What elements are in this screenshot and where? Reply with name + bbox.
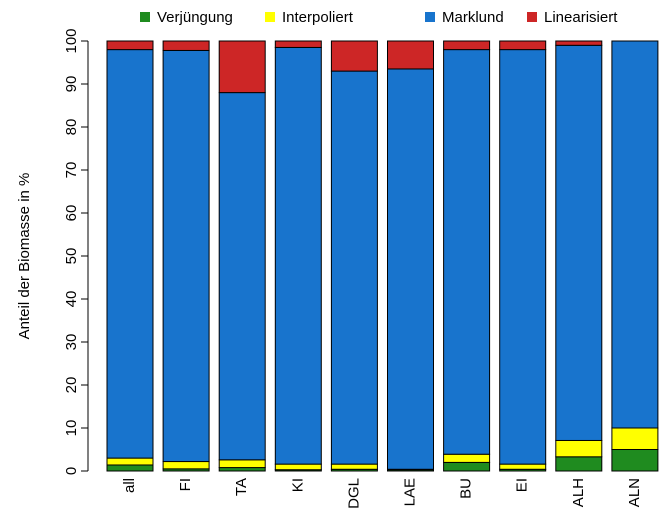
- x-tick-label: LAE: [401, 478, 418, 506]
- bar-segment: [330, 463, 378, 470]
- bar-segment: [555, 44, 603, 441]
- legend-swatch: [527, 12, 537, 22]
- legend-swatch: [140, 12, 150, 22]
- bar-segment: [611, 427, 659, 450]
- bar-segment: [443, 453, 491, 463]
- y-tick-label: 100: [63, 28, 80, 53]
- x-tick-label: DGL: [345, 478, 362, 509]
- y-tick-label: 80: [63, 119, 80, 136]
- bar-segment: [555, 439, 603, 458]
- bar-segment: [499, 49, 547, 465]
- bar-segment: [387, 68, 434, 470]
- bar-segment: [274, 40, 322, 48]
- y-tick-label: 60: [63, 205, 80, 222]
- bar-segment: [106, 457, 154, 466]
- bar-segment: [162, 40, 210, 51]
- x-tick-label: FI: [177, 478, 194, 491]
- y-tick-label: 10: [63, 420, 80, 437]
- bar-segment: [274, 46, 322, 465]
- x-tick-label: TA: [233, 478, 250, 496]
- y-axis-label: Anteil der Biomasse in %: [16, 173, 33, 340]
- bar-segment: [499, 463, 547, 470]
- x-tick-label: KI: [289, 478, 306, 492]
- bar-segment: [555, 456, 603, 472]
- legend-label: Linearisiert: [544, 9, 618, 26]
- bar-segment: [274, 463, 322, 471]
- y-tick-label: 50: [63, 248, 80, 265]
- bar-segment: [443, 40, 491, 51]
- y-tick-label: 30: [63, 334, 80, 351]
- bar-segment: [555, 40, 603, 46]
- y-tick-label: 90: [63, 76, 80, 93]
- bar-segment: [330, 40, 378, 72]
- x-tick-label: EI: [514, 478, 531, 492]
- legend-swatch: [425, 12, 435, 22]
- bar-segment: [162, 461, 210, 470]
- bar-segment: [106, 464, 154, 472]
- y-tick-label: 40: [63, 291, 80, 308]
- bar-segment: [443, 49, 491, 455]
- bar-segment: [218, 459, 266, 469]
- bar-segment: [106, 49, 154, 459]
- x-tick-label: BU: [458, 478, 475, 499]
- bar-segment: [443, 461, 491, 472]
- bar-segment: [162, 49, 210, 463]
- bar-segment: [387, 40, 434, 70]
- y-tick-label: 0: [63, 467, 80, 475]
- bar-segment: [218, 92, 266, 461]
- y-tick-label: 70: [63, 162, 80, 179]
- bar-segment: [611, 40, 659, 429]
- y-tick-label: 20: [63, 377, 80, 394]
- bar-segment: [499, 40, 547, 51]
- legend-swatch: [265, 12, 275, 22]
- legend-label: Verjüngung: [157, 9, 233, 26]
- x-tick-label: all: [121, 478, 138, 493]
- bar-segment: [611, 449, 659, 472]
- bar-segment: [218, 40, 266, 94]
- legend-label: Marklund: [442, 9, 504, 26]
- legend-label: Interpoliert: [282, 9, 354, 26]
- bar-segment: [106, 40, 154, 51]
- x-tick-label: ALN: [626, 478, 643, 507]
- x-tick-label: ALH: [570, 478, 587, 507]
- bar-segment: [218, 467, 266, 472]
- bar-segment: [330, 70, 378, 465]
